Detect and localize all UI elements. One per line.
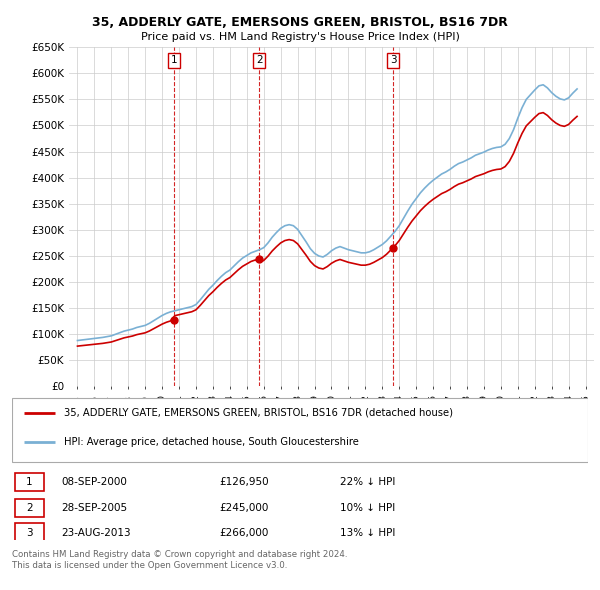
Text: Contains HM Land Registry data © Crown copyright and database right 2024.: Contains HM Land Registry data © Crown c… <box>12 550 347 559</box>
FancyBboxPatch shape <box>12 398 588 462</box>
Text: 1: 1 <box>26 477 32 487</box>
FancyBboxPatch shape <box>15 523 44 542</box>
Text: £245,000: £245,000 <box>220 503 269 513</box>
Text: 13% ↓ HPI: 13% ↓ HPI <box>340 527 395 537</box>
Text: 08-SEP-2000: 08-SEP-2000 <box>61 477 127 487</box>
Text: 35, ADDERLY GATE, EMERSONS GREEN, BRISTOL, BS16 7DR (detached house): 35, ADDERLY GATE, EMERSONS GREEN, BRISTO… <box>64 408 453 418</box>
Text: HPI: Average price, detached house, South Gloucestershire: HPI: Average price, detached house, Sout… <box>64 437 359 447</box>
FancyBboxPatch shape <box>15 499 44 517</box>
Text: £126,950: £126,950 <box>220 477 269 487</box>
FancyBboxPatch shape <box>15 473 44 491</box>
Text: 3: 3 <box>390 55 397 65</box>
Text: This data is licensed under the Open Government Licence v3.0.: This data is licensed under the Open Gov… <box>12 560 287 569</box>
Text: Price paid vs. HM Land Registry's House Price Index (HPI): Price paid vs. HM Land Registry's House … <box>140 32 460 41</box>
Text: 10% ↓ HPI: 10% ↓ HPI <box>340 503 395 513</box>
Text: £266,000: £266,000 <box>220 527 269 537</box>
Text: 2: 2 <box>256 55 263 65</box>
Text: 28-SEP-2005: 28-SEP-2005 <box>61 503 127 513</box>
Text: 23-AUG-2013: 23-AUG-2013 <box>61 527 131 537</box>
Text: 3: 3 <box>26 527 32 537</box>
Text: 22% ↓ HPI: 22% ↓ HPI <box>340 477 395 487</box>
Text: 2: 2 <box>26 503 32 513</box>
Text: 35, ADDERLY GATE, EMERSONS GREEN, BRISTOL, BS16 7DR: 35, ADDERLY GATE, EMERSONS GREEN, BRISTO… <box>92 16 508 29</box>
Text: 1: 1 <box>170 55 177 65</box>
